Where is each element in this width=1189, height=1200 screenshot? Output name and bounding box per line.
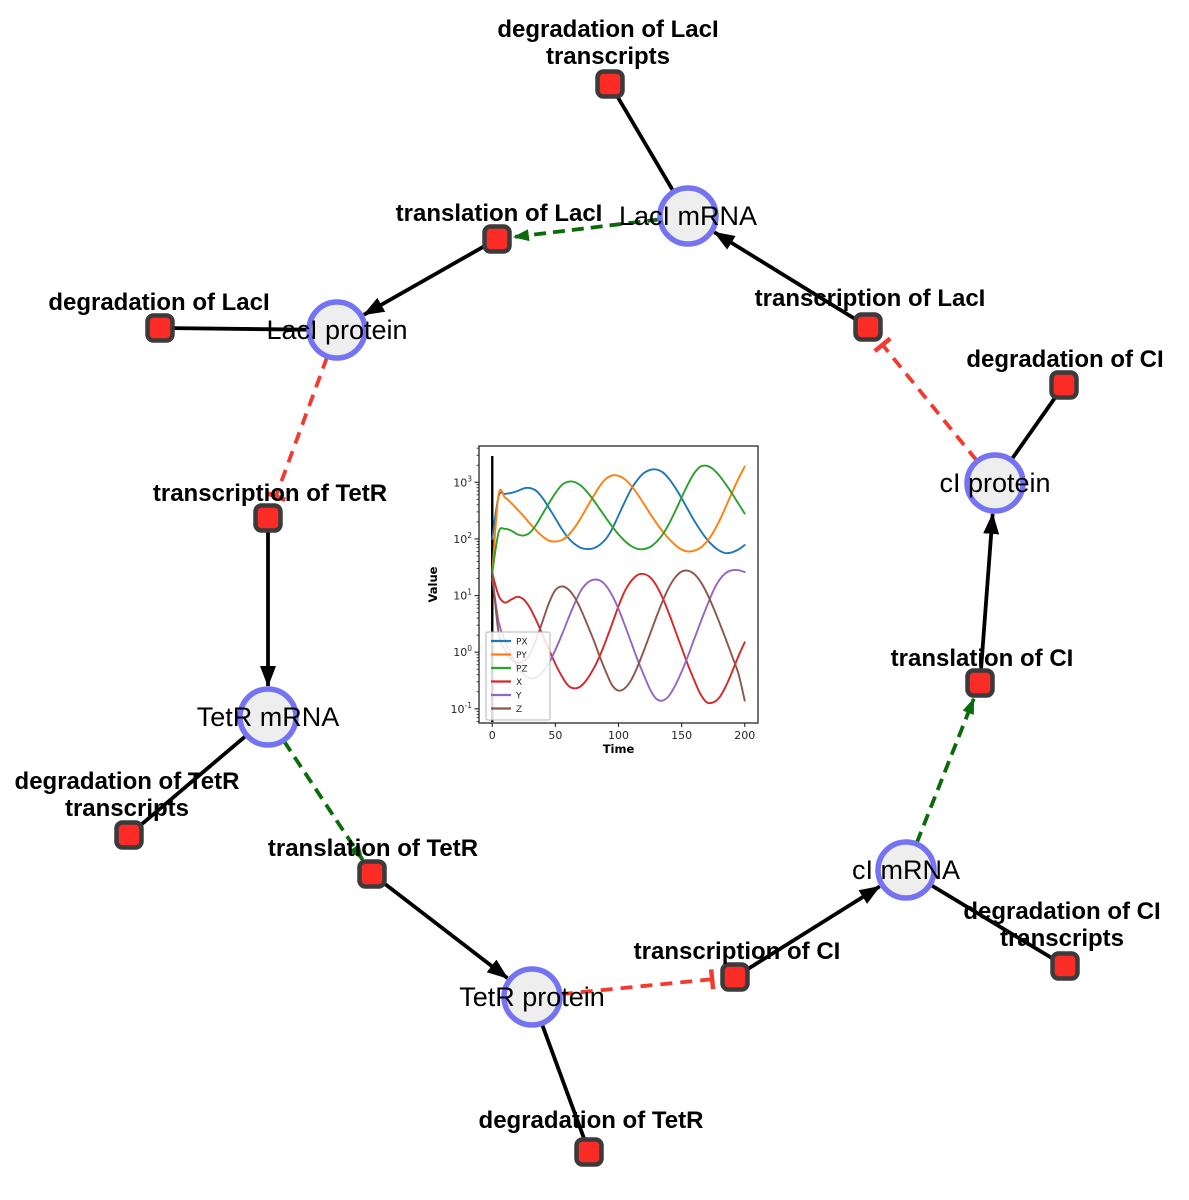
species-label-tetr_protein: TetR protein: [459, 982, 605, 1012]
reaction-node-txn_ci[interactable]: [720, 962, 750, 992]
reaction-label-deg_tetr_tx: degradation of TetR transcripts: [15, 768, 240, 822]
reaction-label-deg_laci_tx: degradation of LacI transcripts: [497, 16, 718, 70]
reaction-label-txn_tetr: transcription of TetR: [153, 480, 387, 507]
legend-entry-PX: PX: [516, 638, 528, 648]
ytick-label: 103: [453, 474, 472, 489]
species-node-tetr_protein[interactable]: [501, 966, 563, 1028]
reaction-label-txn_laci: transcription of LacI: [755, 285, 986, 312]
series-X: [491, 572, 746, 705]
reaction-node-transl_ci[interactable]: [965, 668, 995, 698]
series-layer: [491, 456, 746, 722]
species-node-laci_mrna[interactable]: [657, 185, 719, 247]
edge-laci_mrna-deg_laci_tx: [614, 94, 675, 192]
edge-tetr_mrna-transl_tetr: [282, 740, 365, 861]
series-PX: [491, 468, 746, 555]
reaction-node-deg_tetr_tx[interactable]: [114, 820, 144, 850]
species-label-ci_mrna: cI mRNA: [852, 855, 960, 885]
species-label-laci_protein: LacI protein: [266, 315, 407, 345]
reaction-label-transl_ci: translation of CI: [891, 645, 1074, 672]
series-PZ: [491, 464, 746, 574]
legend-entry-PZ: PZ: [516, 665, 528, 675]
edge-transl_laci-laci_protein: [363, 243, 487, 317]
reaction-label-txn_ci: transcription of CI: [634, 938, 841, 965]
ytick-label: 10-1: [451, 701, 473, 716]
simulation-chart-inset: 10-1 100 101 102 103 0 50 100 150 200 Time Value PX P…: [424, 438, 776, 760]
species-node-ci_protein[interactable]: [964, 452, 1026, 514]
reaction-node-deg_laci_tx[interactable]: [595, 69, 625, 99]
reaction-node-deg_tetr[interactable]: [574, 1137, 604, 1167]
ytick-label: 100: [453, 644, 472, 659]
ytick-label: 101: [453, 588, 472, 603]
reaction-label-transl_laci: translation of LacI: [396, 200, 603, 227]
xtick-label: 50: [548, 729, 562, 742]
labels-layer: degradation of LacI transcripts translatio…: [15, 16, 1164, 1134]
edge-laci_mrna-transl_laci: [512, 217, 660, 242]
species-label-tetr_mrna: TetR mRNA: [197, 702, 340, 732]
edge-ci_mrna-transl_ci: [914, 697, 976, 844]
reaction-node-deg_ci_tx[interactable]: [1050, 951, 1080, 981]
species-node-ci_mrna[interactable]: [875, 839, 937, 901]
legend-entry-Z: Z: [516, 705, 522, 715]
xtick-label: 200: [734, 729, 755, 742]
reaction-label-deg_ci_tx: degradation of CI transcripts: [963, 898, 1160, 952]
edge-txn_laci-laci_mrna: [713, 230, 858, 322]
edge-laci_protein-txn_tetr: [265, 356, 329, 502]
edge-ci_protein-txn_laci: [873, 336, 979, 462]
reaction-label-deg_tetr: degradation of TetR: [479, 1107, 704, 1134]
edge-ci_mrna-deg_ci_tx: [929, 883, 1055, 961]
x-axis-label: Time: [603, 742, 635, 756]
xtick-label: 100: [608, 729, 629, 742]
legend-entry-X: X: [516, 678, 522, 688]
nodes-layer: [114, 69, 1080, 1167]
xtick-label: 150: [671, 729, 692, 742]
species-node-laci_protein[interactable]: [306, 299, 368, 361]
reaction-node-txn_laci[interactable]: [853, 312, 883, 342]
reaction-label-deg_laci: degradation of LacI: [48, 289, 269, 316]
edge-tetr_protein-deg_tetr: [540, 1023, 587, 1141]
legend-entry-PY: PY: [516, 651, 527, 661]
species-node-tetr_mrna[interactable]: [237, 686, 299, 748]
edge-tetr_protein-txn_ci: [560, 969, 716, 997]
edges-layer: [137, 94, 1059, 1141]
edge-tetr_mrna-deg_tetr_tx: [137, 734, 248, 829]
xtick-label: 0: [489, 729, 496, 742]
species-label-laci_mrna: LacI mRNA: [619, 201, 757, 231]
reaction-node-transl_tetr[interactable]: [357, 859, 387, 889]
chart-legend: PX PY PZ XYZ: [485, 631, 551, 721]
reaction-label-transl_tetr: translation of TetR: [268, 835, 478, 862]
legend-entry-Y: Y: [515, 692, 522, 702]
ytick-label: 102: [453, 531, 472, 546]
reaction-label-deg_ci: degradation of CI: [966, 346, 1163, 373]
edge-ci_protein-deg_ci: [1010, 394, 1059, 461]
y-axis-label: Value: [426, 566, 440, 602]
reaction-node-deg_ci[interactable]: [1049, 370, 1079, 400]
axes-frame: [478, 445, 759, 724]
species-label-ci_protein: cI protein: [939, 468, 1050, 498]
edge-transl_ci-ci_protein: [979, 512, 1000, 671]
reaction-node-transl_laci[interactable]: [482, 224, 512, 254]
reaction-node-deg_laci[interactable]: [145, 313, 175, 343]
edge-transl_tetr-tetr_protein: [381, 880, 509, 980]
edge-laci_protein-deg_laci: [172, 326, 309, 332]
reaction-node-txn_tetr[interactable]: [253, 503, 283, 533]
edge-txn_ci-ci_mrna: [745, 884, 881, 972]
